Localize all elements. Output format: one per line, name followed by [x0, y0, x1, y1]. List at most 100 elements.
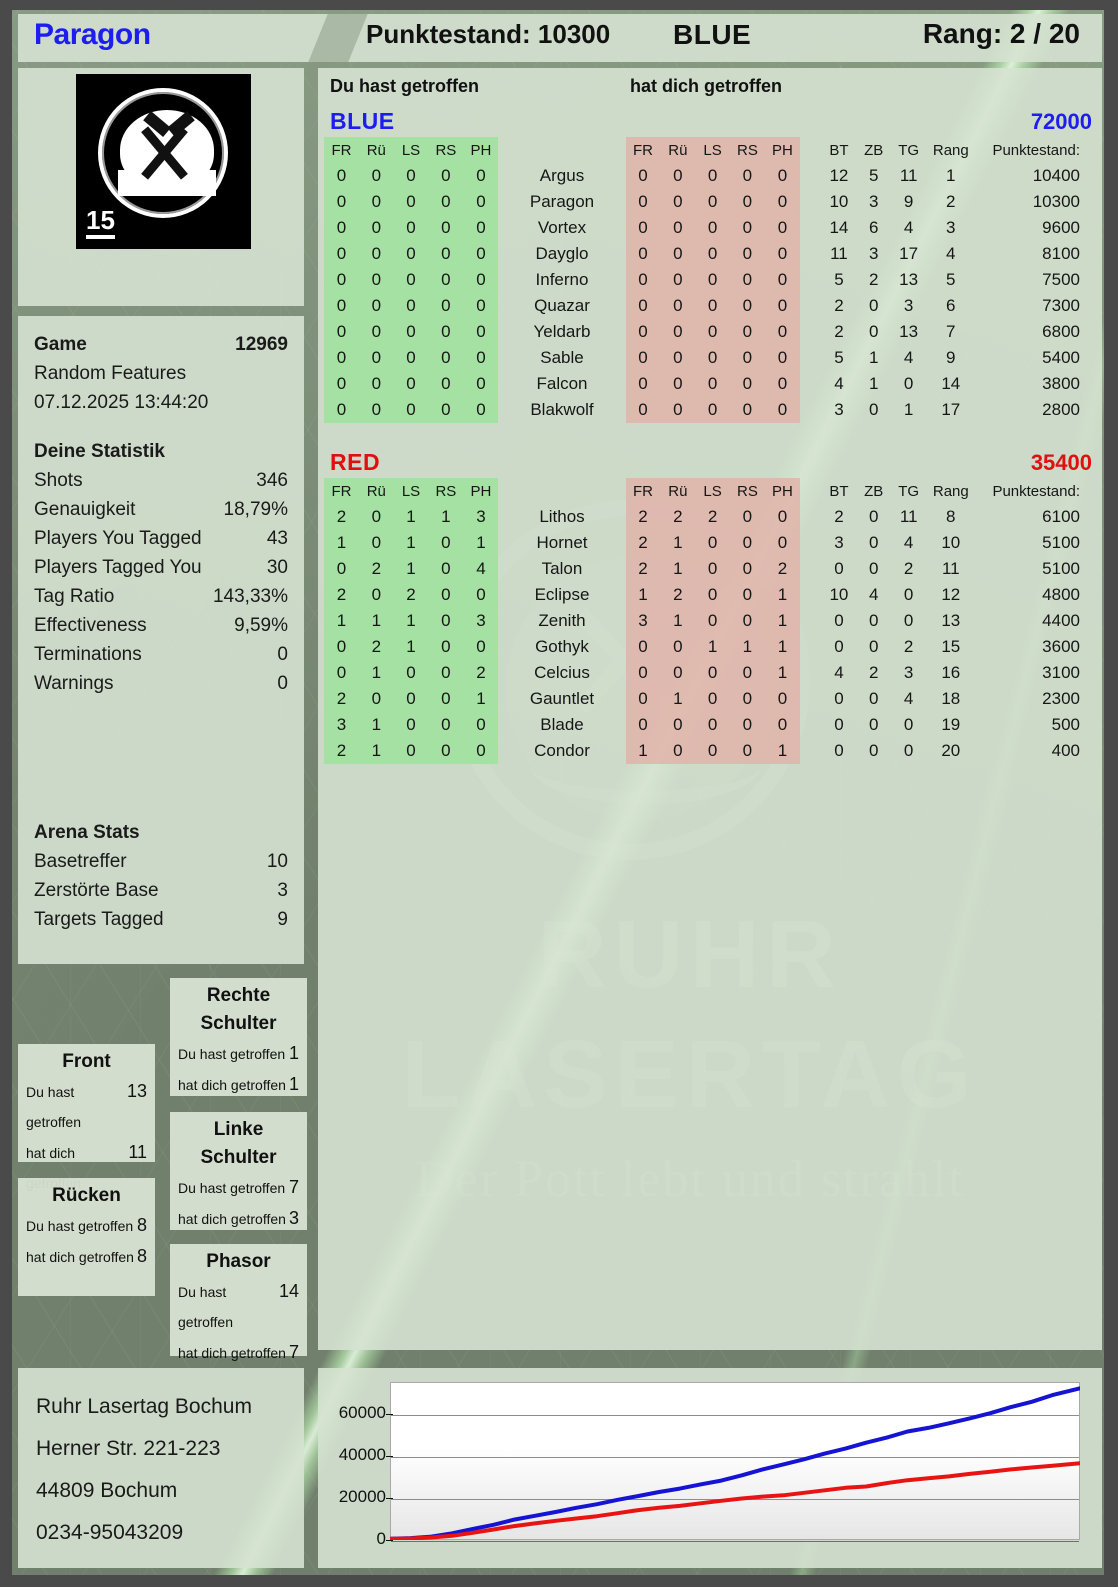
- cell-zb: 1: [868, 348, 879, 367]
- cell-points: 4800: [1042, 585, 1080, 604]
- col-header-hit: PH: [463, 478, 499, 504]
- bodybox-hit-value: 14: [278, 1281, 299, 1301]
- cell-spacer: [800, 660, 822, 686]
- cell-points: 3600: [1042, 637, 1080, 656]
- cell-hit: 1: [358, 608, 394, 634]
- table-row[interactable]: 0 0 0 0 0 Dayglo 0 0 0 0 0 11 3 17 4 8100: [324, 241, 1092, 267]
- stat-value: 18,79%: [223, 499, 288, 520]
- stat-label: Effectiveness: [34, 615, 147, 636]
- scores-table-blue: FR Rü LS RS PH FR Rü LS RS PH BT ZB TG Rang Punktestan…: [324, 137, 1092, 423]
- table-row[interactable]: 0 0 0 0 0 Inferno 0 0 0 0 0 5 2 13 5 7500: [324, 267, 1092, 293]
- bodybox-title: Linke Schulter: [200, 1119, 277, 1168]
- cell-hitby: 0: [764, 319, 800, 345]
- cell-hit: 1: [393, 556, 429, 582]
- cell-hitby: 0: [729, 504, 765, 530]
- cell-rang: 17: [941, 400, 961, 419]
- table-row[interactable]: 0 2 1 0 4 Talon 2 1 0 0 2 0 0 2 11 5100: [324, 556, 1092, 582]
- cell-hitby: 0: [729, 608, 765, 634]
- cell-hitby: 0: [695, 556, 730, 582]
- cell-hitby: 0: [764, 345, 800, 371]
- cell-points: 3100: [1042, 663, 1080, 682]
- cell-zb: 0: [868, 637, 879, 656]
- cell-zb: 6: [868, 218, 879, 237]
- cell-hit: 0: [463, 397, 499, 423]
- col-header-hitby: LS: [695, 137, 730, 163]
- cell-zb: 1: [868, 374, 879, 393]
- cell-hitby: 0: [695, 397, 730, 423]
- cell-hitby: 0: [695, 686, 730, 712]
- stat-value: 43: [266, 528, 288, 549]
- bodybox-hitby-row: hat dich getroffen 8: [26, 1241, 147, 1272]
- table-row[interactable]: 1 1 1 0 3 Zenith 3 1 0 0 1 0 0 0 13 4400: [324, 608, 1092, 634]
- cell-player-name: Quazar: [534, 296, 590, 315]
- cell-hit: 0: [463, 712, 499, 738]
- frame-bottom: [0, 1575, 1118, 1587]
- cell-tg: 13: [899, 322, 919, 341]
- cell-hit: 0: [324, 556, 359, 582]
- your-stat-row: Terminations 0: [34, 640, 288, 669]
- table-row[interactable]: 2 0 2 0 0 Eclipse 1 2 0 0 1 10 4 0 12 4800: [324, 582, 1092, 608]
- cell-tg: 0: [903, 715, 914, 734]
- cell-points: 10400: [1032, 166, 1080, 185]
- table-row[interactable]: 0 0 0 0 0 Falcon 0 0 0 0 0 4 1 0 14 3800: [324, 371, 1092, 397]
- table-row[interactable]: 0 2 1 0 0 Gothyk 0 0 1 1 1 0 0 2 15 3600: [324, 634, 1092, 660]
- table-row[interactable]: 2 1 0 0 0 Condor 1 0 0 0 1 0 0 0 20 400: [324, 738, 1092, 764]
- cell-hitby: 0: [695, 319, 730, 345]
- stat-label: Warnings: [34, 673, 114, 694]
- cell-hit: 2: [358, 556, 394, 582]
- player-rank: Rang: 2 / 20: [922, 18, 1080, 49]
- cell-points: 500: [1051, 715, 1080, 734]
- cell-points: 3800: [1042, 374, 1080, 393]
- cell-hit: 0: [393, 660, 429, 686]
- cell-hitby: 0: [625, 189, 661, 215]
- cell-hit: 0: [428, 686, 464, 712]
- cell-spacer: [800, 530, 822, 556]
- table-row[interactable]: 3 1 0 0 0 Blade 0 0 0 0 0 0 0 0 19 500: [324, 712, 1092, 738]
- cell-hitby: 0: [764, 267, 800, 293]
- cell-hitby: 0: [695, 293, 730, 319]
- cell-hitby: 0: [660, 293, 696, 319]
- cell-hit: 0: [393, 267, 429, 293]
- cell-bt: 10: [829, 192, 849, 211]
- cell-bt: 2: [834, 322, 844, 341]
- cell-zb: 3: [868, 244, 879, 263]
- cell-hitby: 0: [695, 241, 730, 267]
- table-row[interactable]: 2 0 0 0 1 Gauntlet 0 1 0 0 0 0 0 4 18 2300: [324, 686, 1092, 712]
- cell-spacer: [800, 686, 822, 712]
- cell-hit: 0: [428, 660, 464, 686]
- bodybox-hit-label: Du hast getroffen: [26, 1218, 134, 1234]
- table-row[interactable]: 2 0 1 1 3 Lithos 2 2 2 0 0 2 0 11 8 6100: [324, 504, 1092, 530]
- cell-hitby: 0: [729, 267, 765, 293]
- cell-spacer: [800, 345, 822, 371]
- cell-hitby: 0: [695, 738, 730, 764]
- cell-rang: 12: [941, 585, 961, 604]
- cell-hitby: 0: [625, 163, 661, 189]
- cell-hit: 2: [324, 738, 359, 764]
- table-row[interactable]: 0 1 0 0 2 Celcius 0 0 0 0 1 4 2 3 16 3100: [324, 660, 1092, 686]
- table-row[interactable]: 0 0 0 0 0 Quazar 0 0 0 0 0 2 0 3 6 7300: [324, 293, 1092, 319]
- cell-spacer: [800, 608, 822, 634]
- arena-stats-list: Basetreffer 10 Zerstörte Base 3 Targets Tagg…: [34, 847, 288, 934]
- cell-hitby: 0: [625, 660, 661, 686]
- table-row[interactable]: 1 0 1 0 1 Hornet 2 1 0 0 0 3 0 4 10 5100: [324, 530, 1092, 556]
- table-row[interactable]: 0 0 0 0 0 Sable 0 0 0 0 0 5 1 4 9 5400: [324, 345, 1092, 371]
- cell-hitby: 0: [660, 634, 696, 660]
- cell-hitby: 1: [660, 686, 696, 712]
- cell-tg: 17: [899, 244, 919, 263]
- cell-hitby: 0: [625, 371, 661, 397]
- col-header-hitby: PH: [764, 478, 800, 504]
- table-row[interactable]: 0 0 0 0 0 Argus 0 0 0 0 0 12 5 11 1 10400: [324, 163, 1092, 189]
- table-row[interactable]: 0 0 0 0 0 Yeldarb 0 0 0 0 0 2 0 13 7 6800: [324, 319, 1092, 345]
- cell-hitby: 2: [660, 582, 696, 608]
- stat-label: Genauigkeit: [34, 499, 136, 520]
- table-row[interactable]: 0 0 0 0 0 Blakwolf 0 0 0 0 0 3 0 1 17 2800: [324, 397, 1092, 423]
- table-row[interactable]: 0 0 0 0 0 Vortex 0 0 0 0 0 14 6 4 3 9600: [324, 215, 1092, 241]
- table-row[interactable]: 0 0 0 0 0 Paragon 0 0 0 0 0 10 3 9 2 10300: [324, 189, 1092, 215]
- cell-hitby: 0: [660, 163, 696, 189]
- stat-label: Tag Ratio: [34, 586, 115, 607]
- address-line: Ruhr Lasertag Bochum: [36, 1395, 252, 1418]
- cell-spacer: [800, 293, 822, 319]
- bodybox-title: Rechte Schulter: [200, 985, 277, 1034]
- cell-hit: 2: [358, 634, 394, 660]
- cell-bt: 11: [830, 244, 848, 263]
